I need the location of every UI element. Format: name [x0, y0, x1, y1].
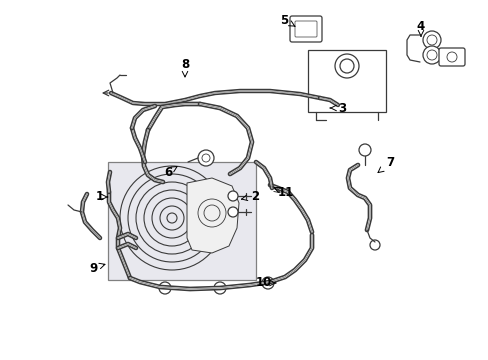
Circle shape	[334, 54, 358, 78]
Text: 6: 6	[163, 166, 172, 179]
Text: 1: 1	[96, 190, 104, 203]
Circle shape	[422, 46, 440, 64]
Circle shape	[422, 31, 440, 49]
FancyBboxPatch shape	[294, 21, 316, 37]
Circle shape	[446, 52, 456, 62]
Circle shape	[339, 59, 353, 73]
Text: 2: 2	[250, 189, 259, 202]
Text: 8: 8	[181, 58, 189, 72]
FancyBboxPatch shape	[438, 48, 464, 66]
Text: 5: 5	[279, 13, 287, 27]
Circle shape	[426, 35, 436, 45]
Circle shape	[227, 191, 238, 201]
Text: 11: 11	[277, 186, 293, 199]
Text: 10: 10	[255, 276, 271, 289]
Circle shape	[262, 277, 273, 289]
FancyBboxPatch shape	[289, 16, 321, 42]
Circle shape	[214, 282, 225, 294]
Circle shape	[227, 207, 238, 217]
Circle shape	[369, 240, 379, 250]
Text: 4: 4	[416, 21, 424, 33]
Circle shape	[159, 282, 171, 294]
Circle shape	[358, 144, 370, 156]
Text: 9: 9	[89, 261, 97, 274]
Bar	[108, 162, 256, 280]
Polygon shape	[186, 178, 239, 253]
Circle shape	[426, 50, 436, 60]
Text: 7: 7	[385, 157, 393, 170]
Circle shape	[198, 150, 214, 166]
Text: 3: 3	[337, 102, 346, 114]
Circle shape	[202, 154, 209, 162]
Bar	[307, 50, 385, 112]
